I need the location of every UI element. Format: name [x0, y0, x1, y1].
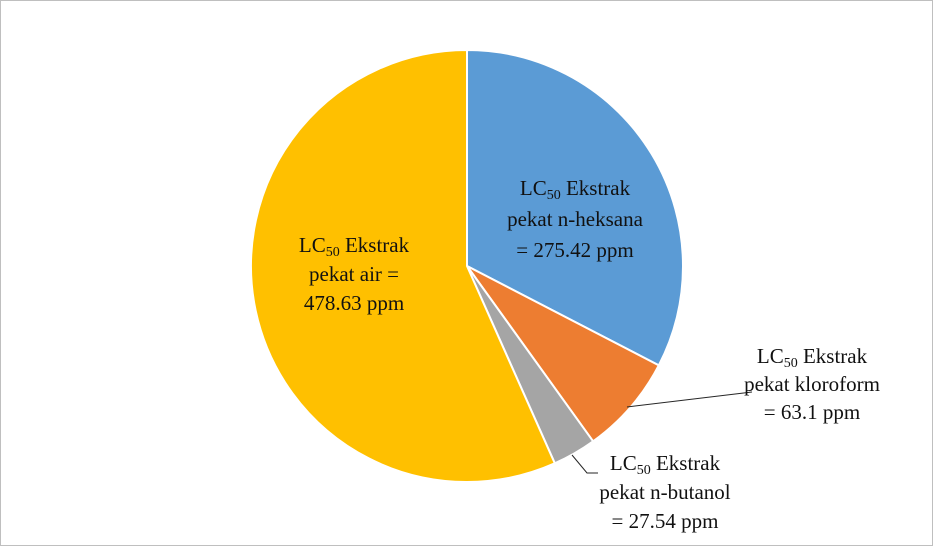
leader-line-kloroform: [626, 391, 753, 408]
data-label-n-heksana: LC50 Ekstrak pekat n-heksana = 275.42 ppm: [507, 176, 644, 262]
pie-slice-kloroform: [466, 265, 661, 443]
data-label-kloroform: LC50 Ekstrak pekat kloroform = 63.1 ppm: [744, 344, 880, 424]
data-label-n-butanol: LC50 Ekstrak pekat n-butanol = 27.54 ppm: [599, 451, 730, 533]
pie-slices: [250, 48, 684, 483]
pie-slice-n-heksana: [466, 48, 684, 367]
leader-lines: [571, 391, 753, 474]
pie-slice-air: [250, 48, 557, 483]
leader-line-n-butanol: [571, 454, 598, 474]
data-label-air: LC50 Ekstrak pekat air = 478.63 ppm: [299, 233, 410, 315]
data-labels: LC50 Ekstrak pekat n-heksana = 275.42 ppm L…: [299, 176, 880, 533]
